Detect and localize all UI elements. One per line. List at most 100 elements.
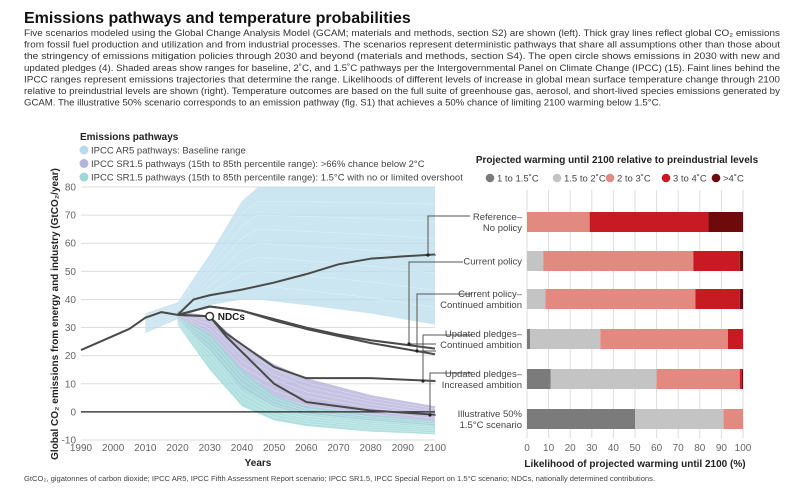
bar-segment	[739, 369, 742, 389]
bar-segment	[600, 329, 728, 349]
x-tick-label: 30	[586, 443, 598, 454]
x-tick-label: 60	[651, 443, 663, 454]
bar-segment	[589, 212, 709, 232]
legend-label: 2 to 3˚C	[617, 174, 651, 185]
ndc-marker	[205, 311, 215, 321]
emissions-chart: Emissions pathways IPCC AR5 pathways: Bas…	[50, 132, 472, 469]
x-tick-label: 2000	[102, 443, 125, 454]
legend-label: 3 to 4˚C	[673, 174, 707, 185]
bar-segment	[527, 409, 635, 429]
legend-swatch	[552, 173, 562, 183]
category-label: Continued ambition	[440, 300, 522, 311]
faint-trajectory	[177, 318, 435, 425]
bar-chart-title: Projected warming until 2100 relative to…	[476, 155, 759, 166]
x-tick-label: 90	[716, 443, 728, 454]
connector-line	[416, 293, 472, 352]
faint-trajectory	[177, 312, 435, 412]
range-band	[177, 316, 435, 435]
category-label: Reference–	[473, 212, 523, 223]
x-tick-label: 10	[543, 443, 555, 454]
pathway-line	[176, 253, 436, 316]
caption: Five scenarios modeled using the Global …	[24, 28, 780, 109]
x-tick-label: 70	[673, 443, 685, 454]
caption-line: IPCC ranges represent emissions trajecto…	[24, 74, 780, 85]
category-label: No policy	[483, 223, 522, 234]
connector-dot	[428, 413, 432, 417]
warming-chart: Projected warming until 2100 relative to…	[440, 155, 758, 470]
legend-label: IPCC SR1.5 pathways (15th to 85th percen…	[91, 159, 425, 170]
bar-segment	[530, 329, 601, 349]
y-tick-label: 70	[65, 211, 77, 222]
x-tick-label: 2100	[424, 443, 447, 454]
category-label: Current policy	[463, 257, 522, 268]
x-tick-label: 2030	[199, 443, 222, 454]
legend-swatch	[79, 145, 89, 155]
bar-segment	[543, 251, 694, 271]
bar-segment	[727, 329, 743, 349]
bar-segment	[545, 289, 696, 309]
category-label: Illustrative 50%	[458, 409, 523, 420]
connector-dot	[407, 342, 411, 346]
x-tick-label: 2010	[134, 443, 157, 454]
faint-trajectory	[145, 228, 435, 322]
bar-segment	[550, 369, 657, 389]
x-tick-label: 100	[735, 443, 752, 454]
connector-dot	[426, 253, 430, 257]
y-tick-label: -10	[62, 436, 77, 447]
x-tick-label: 2020	[166, 443, 189, 454]
faint-trajectory	[145, 214, 435, 319]
connector-dot	[415, 349, 419, 353]
x-tick-label: 0	[524, 443, 530, 454]
y-tick-label: 80	[65, 183, 77, 194]
bar-segment	[527, 251, 544, 271]
legend-label: >4˚C	[723, 174, 744, 185]
y-tick-label: 10	[65, 379, 77, 390]
pathway-line	[177, 305, 436, 356]
page-title: Emissions pathways and temperature proba…	[24, 10, 411, 27]
x-tick-label: 2060	[295, 443, 318, 454]
x-axis-title: Years	[245, 458, 272, 469]
legend-swatch	[605, 173, 615, 183]
category-label: Continued ambition	[440, 340, 522, 351]
x-tick-label: 80	[694, 443, 706, 454]
category-label: Increased ambition	[442, 380, 522, 391]
pathway-line	[80, 311, 178, 351]
y-tick-label: 30	[65, 323, 77, 334]
legend-label: 1 to 1.5˚C	[497, 174, 539, 185]
y-tick-label: 20	[65, 351, 77, 362]
category-label: 1.5°C scenario	[460, 420, 522, 431]
x-tick-label: 2090	[392, 443, 415, 454]
y-tick-label: 0	[70, 407, 76, 418]
caption-line: the stringency of emissions mitigation p…	[24, 51, 780, 62]
legend-swatch	[79, 159, 89, 168]
y-axis-title: Global CO₂ emissions from energy and ind…	[50, 168, 61, 460]
faint-trajectory	[145, 200, 435, 317]
faint-trajectory	[177, 317, 435, 423]
x-axis-title: Likelihood of projected warming until 21…	[524, 459, 745, 470]
faint-trajectory	[177, 320, 435, 428]
bar-segment	[741, 369, 743, 389]
faint-trajectory	[145, 243, 435, 324]
connector-line	[427, 215, 470, 256]
footnote: GtCO₂, gigatonnes of carbon dioxide; IPC…	[24, 474, 655, 483]
x-tick-label: 2050	[263, 443, 286, 454]
x-tick-label: 2070	[327, 443, 350, 454]
x-tick-label: 20	[565, 443, 577, 454]
x-tick-label: 2040	[231, 443, 254, 454]
faint-trajectory	[177, 319, 435, 426]
caption-line: relative to preindustrial levels are sho…	[24, 86, 780, 97]
x-tick-label: 2080	[360, 443, 383, 454]
caption-line: updated pledges (4). Shaded areas show r…	[24, 63, 780, 74]
bar-segment	[656, 369, 740, 389]
legend-label: IPCC SR1.5 pathways (15th to 85th percen…	[91, 173, 463, 184]
bar-segment	[527, 329, 531, 349]
faint-trajectory	[177, 313, 435, 414]
bar-segment	[723, 409, 743, 429]
legend-swatch	[711, 173, 721, 183]
caption-line: from fossil fuel production and utilizat…	[24, 40, 780, 51]
x-tick-label: 40	[608, 443, 620, 454]
range-band	[177, 310, 435, 426]
x-tick-label: 1990	[70, 443, 93, 454]
legend-title: Emissions pathways	[80, 132, 179, 143]
category-label: Current policy–	[458, 289, 523, 300]
